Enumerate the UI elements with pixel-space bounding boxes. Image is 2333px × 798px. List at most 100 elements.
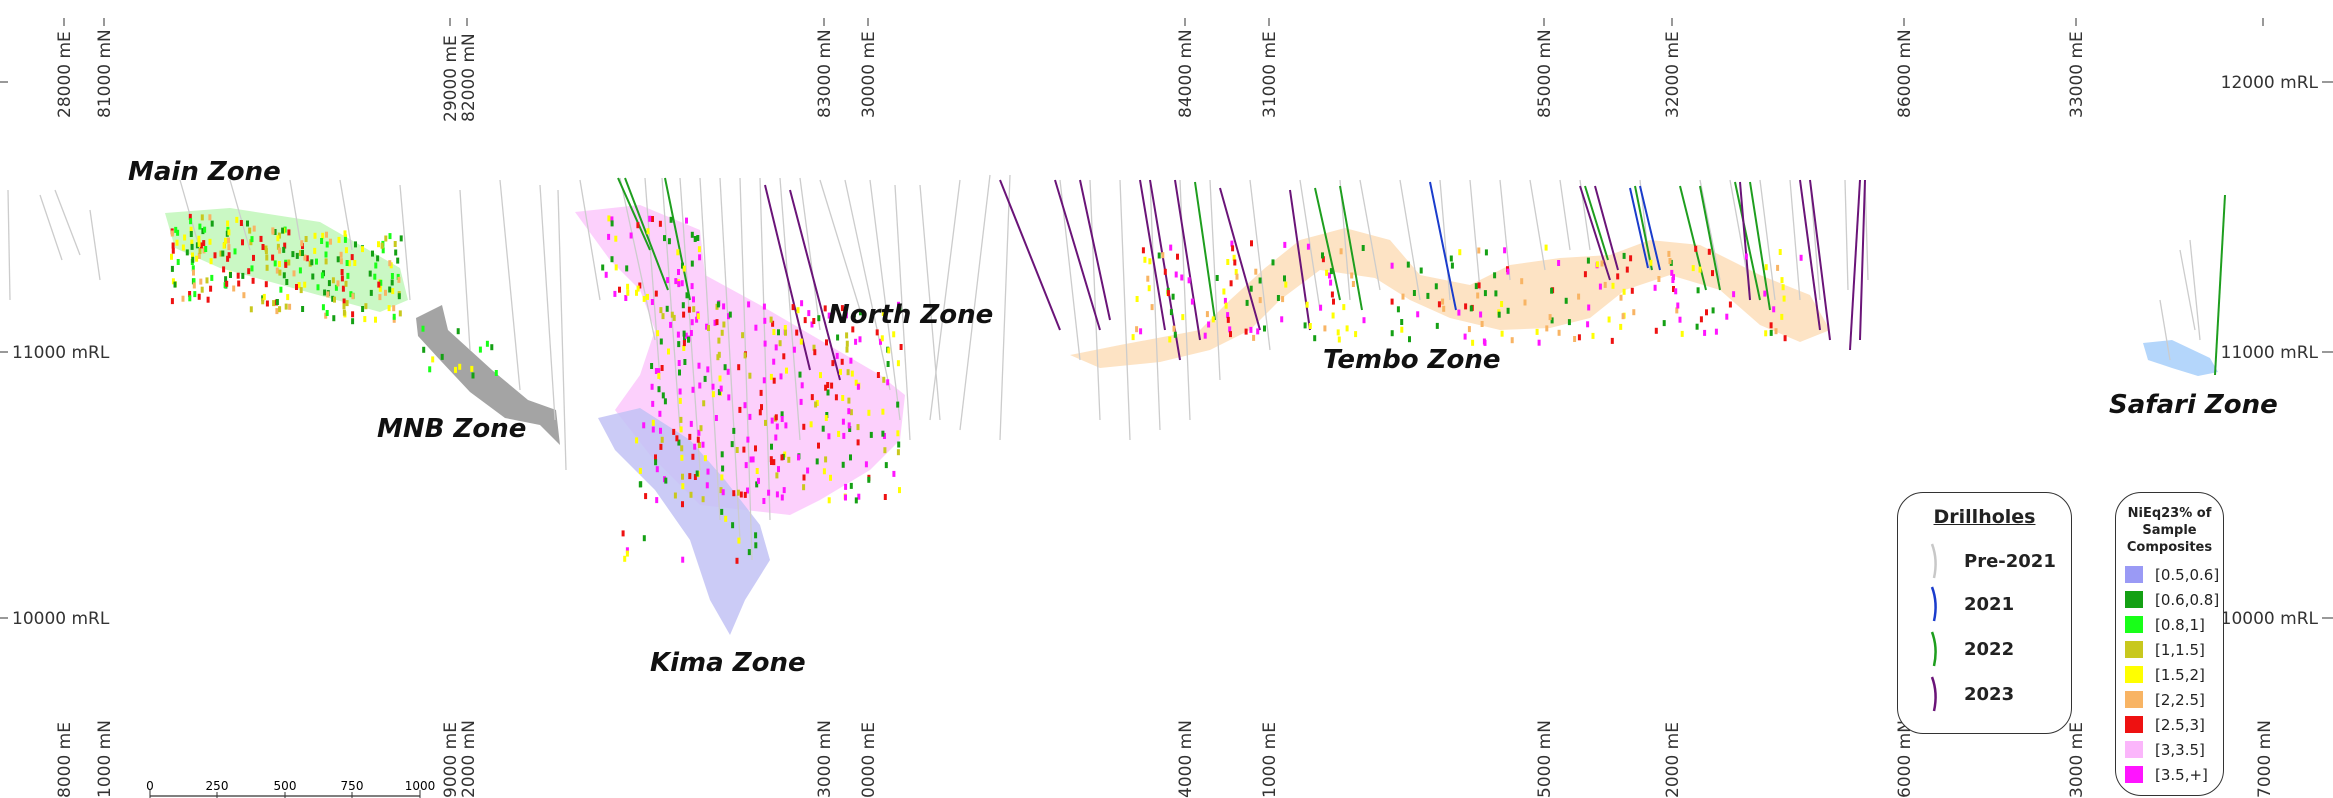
grade-legend-item: [1.5,2]: [2125, 662, 2223, 687]
sample-composite: [635, 437, 639, 444]
sample-composite: [749, 456, 753, 463]
sample-composite: [782, 353, 786, 360]
grade-swatch: [2125, 591, 2143, 608]
sample-composite: [772, 377, 776, 384]
grid-label: 8000 mE: [55, 722, 75, 798]
sample-composite: [323, 289, 327, 296]
sample-composite: [692, 296, 695, 303]
sample-composite: [759, 389, 763, 396]
sample-composite: [810, 321, 814, 328]
rl-labels: 11000 mRL 10000 mRL 12000 mRL 11000 mRL …: [12, 73, 2319, 629]
sample-composite: [826, 389, 830, 396]
sample-composite: [650, 363, 654, 369]
sample-composite: [336, 256, 340, 263]
sample-composite: [494, 370, 498, 376]
sample-composite: [1703, 329, 1707, 336]
sample-composite: [1603, 281, 1607, 288]
sample-composite: [886, 361, 890, 367]
sample-composite: [654, 290, 658, 297]
sample-composite: [851, 326, 855, 333]
sample-composite: [384, 289, 387, 296]
sample-composite: [343, 230, 347, 237]
grade-label: [2,2.5]: [2155, 690, 2205, 709]
sample-composite: [251, 277, 255, 284]
grade-swatch: [2125, 666, 2143, 683]
sample-composite: [321, 232, 325, 239]
sample-composite: [428, 366, 432, 373]
sample-composite: [880, 335, 884, 342]
sample-composite: [739, 491, 743, 498]
sample-composite: [626, 283, 630, 290]
sample-composite: [651, 216, 654, 222]
sample-composite: [288, 303, 292, 310]
sample-composite: [191, 265, 195, 272]
sample-composite: [780, 494, 784, 501]
sample-composite: [1587, 304, 1591, 311]
sample-composite: [303, 254, 307, 261]
sample-composite: [797, 454, 800, 461]
sample-composite: [689, 491, 693, 498]
grid-label: 7000 mN: [2255, 720, 2275, 798]
grid-label: 31000 mE: [1260, 31, 1280, 118]
sample-composite: [374, 262, 378, 269]
sample-composite: [614, 235, 618, 242]
sample-composite: [744, 462, 748, 469]
sample-composite: [654, 459, 658, 466]
sample-composite: [1449, 255, 1453, 262]
sample-composite: [1476, 292, 1480, 299]
sample-composite: [706, 468, 710, 475]
grade-label: [0.5,0.6]: [2155, 565, 2220, 584]
sample-composite: [732, 490, 736, 497]
sample-composite: [693, 474, 697, 480]
grid-label: 28000 mE: [55, 31, 75, 118]
sample-composite: [629, 232, 633, 239]
legend-item-2021: 2021: [1928, 586, 2014, 622]
sample-composite: [354, 241, 357, 248]
sample-composite: [721, 465, 725, 472]
sample-composite: [1629, 255, 1633, 262]
sample-composite: [342, 298, 346, 305]
north-zone-shape: [575, 205, 905, 515]
sample-composite: [1632, 309, 1636, 316]
sample-composite: [1680, 330, 1684, 337]
sample-composite: [337, 236, 341, 243]
sample-composite: [806, 467, 810, 474]
sample-composite: [261, 244, 265, 250]
sample-composite: [656, 330, 660, 337]
sample-composite: [646, 228, 650, 235]
sample-composite: [1535, 328, 1539, 335]
sample-composite: [1305, 301, 1309, 308]
sample-composite: [799, 398, 803, 405]
sample-composite: [1477, 282, 1481, 289]
sample-composite: [1362, 317, 1366, 324]
sample-composite: [225, 280, 229, 287]
sample-composite: [392, 305, 396, 312]
sample-composite: [1408, 336, 1411, 343]
sample-composite: [205, 277, 209, 284]
sample-composite: [754, 324, 758, 331]
sample-composite: [1707, 248, 1711, 255]
drillhole-legend: Drillholes Pre-2021 2021 2022 2023: [1897, 492, 2072, 734]
sample-composite: [1390, 330, 1394, 337]
sample-composite: [1249, 326, 1253, 333]
sample-composite: [1226, 316, 1230, 323]
sample-composite: [224, 237, 227, 244]
sample-composite: [197, 235, 201, 242]
sample-composite: [681, 302, 685, 309]
sample-composite: [621, 530, 625, 537]
sample-composite: [674, 278, 678, 285]
sample-composite: [696, 235, 700, 241]
sample-composite: [292, 270, 296, 277]
sample-composite: [1331, 312, 1335, 319]
sample-composite: [748, 413, 752, 420]
sample-composite: [738, 406, 742, 413]
grade-legend-item: [1,1.5]: [2125, 637, 2223, 662]
sample-composite: [1523, 299, 1527, 306]
sample-composite: [363, 316, 367, 323]
sample-composite: [697, 442, 701, 448]
sample-composite: [422, 346, 426, 353]
sample-composite: [655, 497, 659, 504]
sample-composite: [339, 258, 343, 265]
sample-composite: [845, 340, 849, 347]
